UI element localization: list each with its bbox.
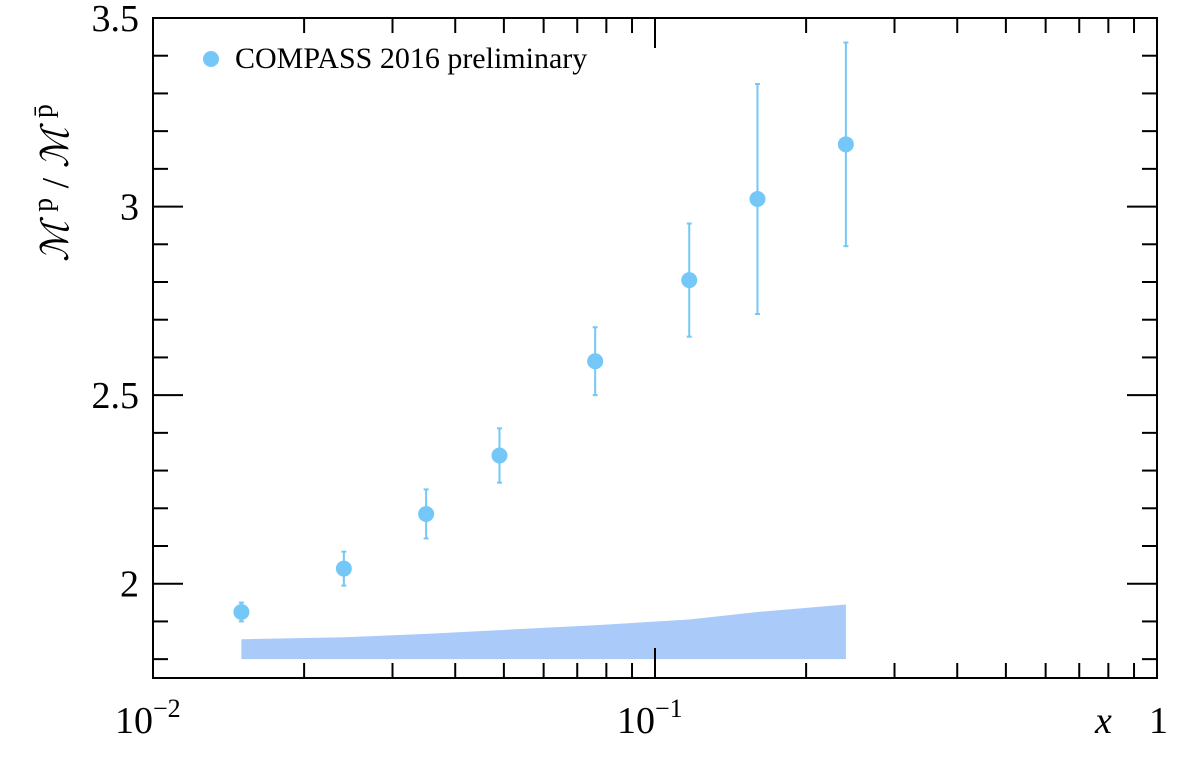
y-tick-label: 2.5 — [92, 375, 140, 417]
y-axis-label-superscript-p: p — [28, 198, 59, 212]
data-point-0 — [233, 604, 250, 620]
y-tick-label: 3 — [120, 187, 139, 229]
data-points-layer — [233, 41, 854, 623]
plot-frame — [152, 17, 1158, 679]
data-point-6 — [749, 191, 766, 208]
x-tick-label: 10−2 — [115, 694, 181, 742]
y-axis-label-symbol-pbar: ℳ — [35, 122, 77, 168]
y-axis-label-slash: / — [35, 177, 77, 188]
y-tick-label: 3.5 — [92, 0, 140, 40]
legend: COMPASS 2016 preliminary — [203, 42, 587, 75]
data-point-4 — [587, 353, 604, 370]
x-axis-label: x — [1094, 700, 1112, 742]
y-axis-label-text: ℳ p / ℳ p̄ — [19, 104, 77, 262]
x-tick-label: 10−1 — [617, 694, 683, 742]
y-axis-label-superscript-pbar: p̄ — [28, 104, 59, 118]
uncertainty-band-layer — [241, 604, 846, 660]
axes-layer: 2 2.5 3 3.5 10−2 10−1 1 — [92, 0, 1169, 742]
y-tick-label: 2 — [120, 564, 139, 606]
data-point-5 — [681, 272, 698, 289]
x-tick-label: 1 — [1149, 700, 1168, 742]
legend-marker — [203, 51, 219, 67]
uncertainty-band — [241, 604, 846, 660]
y-axis-label-symbol-p: ℳ — [35, 216, 77, 262]
data-point-7 — [837, 136, 854, 153]
data-point-3 — [491, 447, 508, 464]
data-point-2 — [418, 505, 435, 522]
legend-label: COMPASS 2016 preliminary — [235, 42, 587, 75]
data-point-1 — [335, 560, 352, 577]
y-axis-label: ℳ p / ℳ p̄ — [19, 104, 77, 262]
